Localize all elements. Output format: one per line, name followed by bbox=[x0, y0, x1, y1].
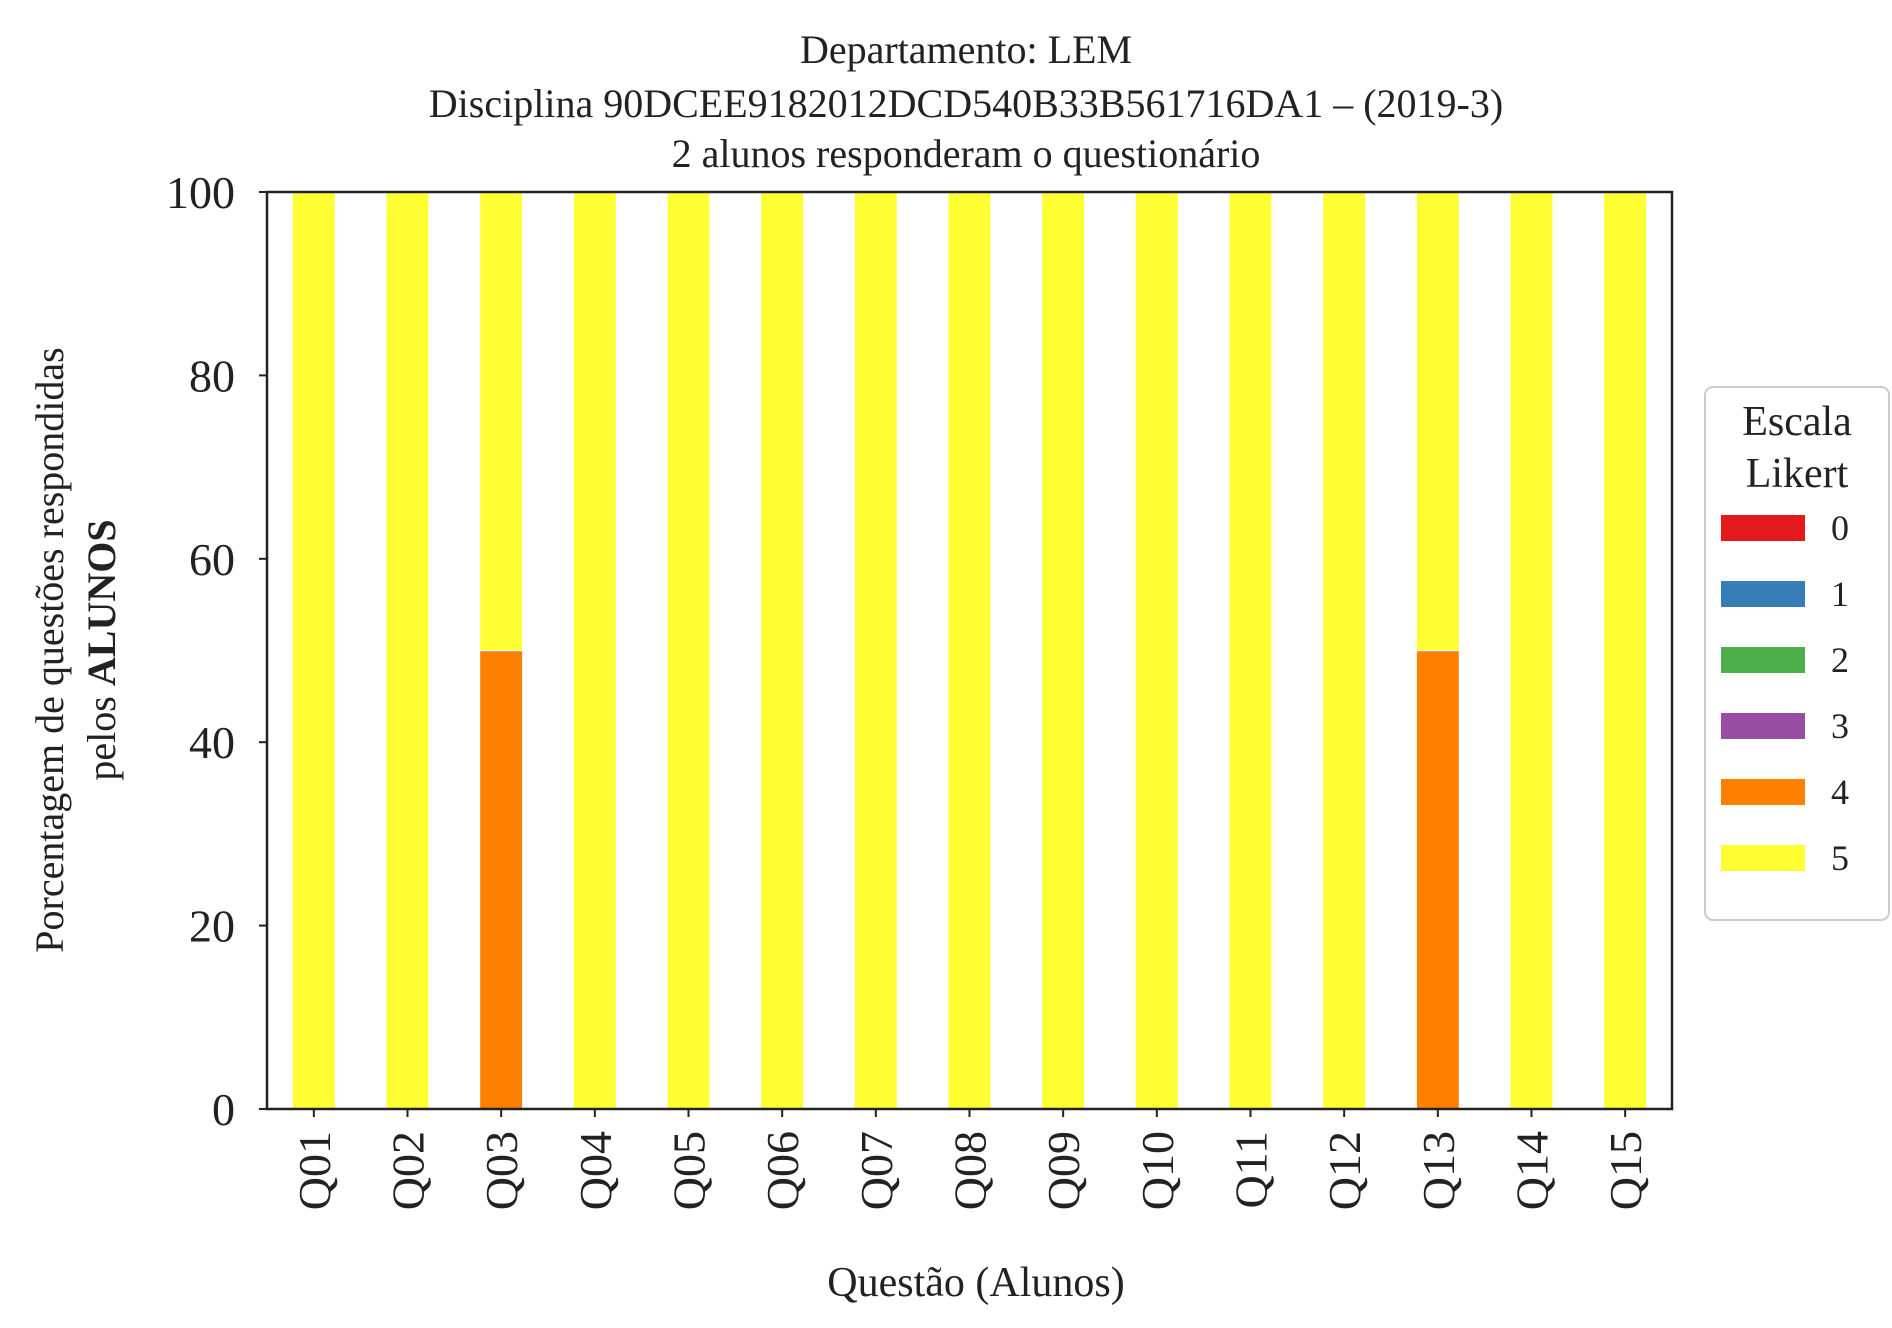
y-tick-label: 40 bbox=[189, 717, 235, 768]
bar-q12-likert-5 bbox=[1322, 191, 1367, 1110]
y-axis-label-line-2: pelos ALUNOS bbox=[79, 519, 124, 780]
legend-label-1: 1 bbox=[1831, 574, 1849, 614]
bar-q02-likert-5 bbox=[385, 191, 430, 1110]
x-axis-label: Questão (Alunos) bbox=[827, 1260, 1124, 1306]
bar-q11-likert-5 bbox=[1228, 191, 1273, 1110]
legend-swatch-5 bbox=[1721, 845, 1805, 871]
bar-q14-likert-5 bbox=[1509, 191, 1554, 1110]
chart-title-line-3: 2 alunos responderam o questionário bbox=[672, 131, 1261, 176]
bars-layer bbox=[291, 191, 1648, 1110]
x-tick-label: Q06 bbox=[757, 1131, 808, 1210]
legend-label-4: 4 bbox=[1831, 772, 1849, 812]
x-tick-label: Q01 bbox=[289, 1131, 340, 1210]
plot-frame bbox=[265, 190, 1674, 1111]
bar-q03-likert-4 bbox=[479, 649, 524, 1110]
x-tick-label: Q15 bbox=[1600, 1131, 1651, 1210]
y-tick-label: 80 bbox=[189, 350, 235, 401]
y-tick-label: 0 bbox=[212, 1084, 235, 1135]
bar-q13-likert-5 bbox=[1415, 191, 1460, 652]
legend-label-5: 5 bbox=[1831, 838, 1849, 878]
bar-q07-likert-5 bbox=[853, 191, 898, 1110]
x-tick-label: Q08 bbox=[945, 1131, 996, 1210]
y-axis-label-prefix: pelos bbox=[79, 686, 124, 780]
x-tick-label: Q14 bbox=[1507, 1131, 1558, 1210]
legend-label-2: 2 bbox=[1831, 640, 1849, 680]
y-axis-label-group: Porcentagem de questões respondidas bbox=[27, 347, 72, 952]
y-axis-label-group-2: pelos ALUNOS bbox=[79, 519, 124, 780]
bar-q15-likert-5 bbox=[1603, 191, 1648, 1110]
chart-title-line-1: Departamento: LEM bbox=[800, 27, 1132, 72]
y-axis-label-bold: ALUNOS bbox=[79, 519, 124, 686]
legend-label-3: 3 bbox=[1831, 706, 1849, 746]
x-tick-label: Q11 bbox=[1226, 1131, 1277, 1209]
legend: Escala Likert 0 1 2 3 4 5 bbox=[1704, 386, 1890, 921]
x-axis-ticks: Q01 Q02 Q03 Q04 Q05 Q06 Q07 Q08 Q09 Q10 Q11 Q12 Q13 Q… bbox=[289, 1109, 1651, 1210]
bar-q08-likert-5 bbox=[947, 191, 992, 1110]
legend-swatch-3 bbox=[1721, 713, 1805, 739]
legend-title-line-1: Escala bbox=[1742, 399, 1852, 445]
x-tick-label: Q02 bbox=[383, 1131, 434, 1210]
chart-title-line-2: Disciplina 90DCEE9182012DCD540B33B561716… bbox=[429, 81, 1503, 126]
legend-swatch-4 bbox=[1721, 779, 1805, 805]
bar-q13-likert-4 bbox=[1415, 649, 1460, 1110]
x-tick-label: Q12 bbox=[1319, 1131, 1370, 1210]
legend-swatch-0 bbox=[1721, 515, 1805, 541]
legend-items: 0 1 2 3 4 5 bbox=[1721, 508, 1849, 878]
x-tick-label: Q05 bbox=[664, 1131, 715, 1210]
legend-swatch-2 bbox=[1721, 647, 1805, 673]
x-tick-label: Q09 bbox=[1038, 1131, 1089, 1210]
legend-swatch-1 bbox=[1721, 581, 1805, 607]
bar-q01-likert-5 bbox=[291, 191, 336, 1110]
x-tick-label: Q10 bbox=[1132, 1131, 1183, 1210]
y-axis-label-line-1: Porcentagem de questões respondidas bbox=[27, 347, 72, 952]
y-tick-label: 20 bbox=[189, 901, 235, 952]
legend-label-0: 0 bbox=[1831, 508, 1849, 548]
y-axis-ticks: 0 20 40 60 80 100 bbox=[166, 167, 267, 1135]
x-tick-label: Q13 bbox=[1413, 1131, 1464, 1210]
bar-q09-likert-5 bbox=[1041, 191, 1086, 1110]
bar-q03-likert-5 bbox=[479, 191, 524, 652]
bar-q05-likert-5 bbox=[666, 191, 711, 1110]
legend-title-line-2: Likert bbox=[1746, 451, 1849, 497]
y-tick-label: 60 bbox=[189, 534, 235, 585]
x-tick-label: Q04 bbox=[570, 1131, 621, 1210]
bar-q06-likert-5 bbox=[760, 191, 805, 1110]
x-tick-label: Q03 bbox=[476, 1131, 527, 1210]
bar-q04-likert-5 bbox=[572, 191, 617, 1110]
y-tick-label: 100 bbox=[166, 167, 235, 218]
bar-q10-likert-5 bbox=[1134, 191, 1179, 1110]
x-tick-label: Q07 bbox=[851, 1131, 902, 1210]
